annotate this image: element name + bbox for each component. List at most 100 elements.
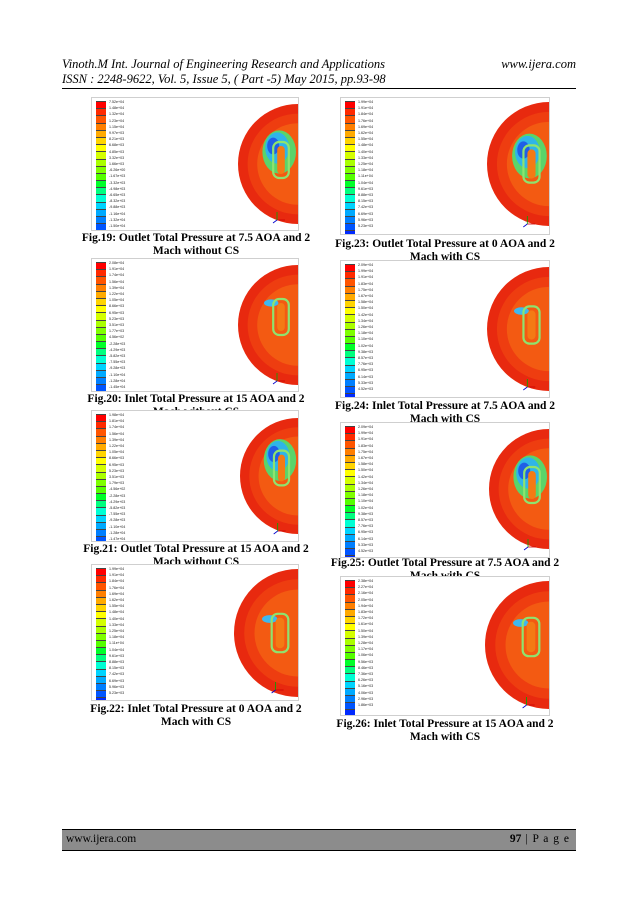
contour-plot: 7.52e+04 1.48e+04 1.32e+04 1.23e+04 1.15e+04… — [91, 97, 299, 231]
legend-tick-label: 1.83e+04 — [358, 443, 374, 448]
legend-tick-label: 9.56e+03 — [358, 659, 374, 664]
legend-tick-label: 1.25e+04 — [109, 629, 125, 634]
legend-tick-label: 8.57e+03 — [358, 356, 374, 361]
legend-swatch — [345, 187, 355, 195]
legend-tick-label: 1.05e+04 — [109, 450, 125, 455]
legend-tick-label: 1.84e+04 — [358, 112, 374, 117]
issn-line: ISSN : 2248-9622, Vol. 5, Issue 5, ( Par… — [62, 72, 386, 86]
legend-tick-label: 1.62e+04 — [358, 131, 374, 136]
legend-swatch — [96, 290, 106, 298]
legend-swatch — [345, 695, 355, 703]
contour-plot: 1.99e+04 1.91e+04 1.84e+04 1.76e+04 1.69e+04… — [91, 564, 299, 701]
legend-tick-label: -9.28e+03 — [109, 366, 126, 371]
flow-field — [234, 569, 298, 697]
legend-tick-label: 2.38e+04 — [358, 579, 374, 583]
legend-swatch — [345, 165, 355, 173]
legend-tick-label: 1.91e+04 — [109, 573, 125, 578]
body-core — [275, 617, 285, 649]
flow-field — [485, 581, 549, 709]
legend-tick-label: 1.99e+04 — [358, 431, 374, 436]
legend-swatch — [345, 122, 355, 130]
legend-swatch — [345, 299, 355, 308]
legend-ticks: 7.52e+04 1.48e+04 1.32e+04 1.23e+04 1.15e+04… — [109, 99, 125, 229]
legend-tick-label: -1.32e+04 — [109, 217, 126, 222]
legend-tick-label: 1.50e+04 — [358, 306, 374, 311]
legend-tick-label: 2.16e+04 — [358, 591, 374, 596]
legend-tick-label: 1.67e+04 — [358, 456, 374, 461]
legend-swatch — [96, 589, 106, 597]
legend-swatch — [96, 355, 106, 363]
legend-tick-label: 1.39e+04 — [109, 285, 125, 290]
legend-tick-label: 2.09e+04 — [358, 425, 374, 429]
legend-swatch — [96, 297, 106, 306]
footer-website[interactable]: www.ijera.com — [66, 833, 137, 845]
legend-tick-label: 1.34e+04 — [358, 318, 374, 323]
legend-swatch — [96, 216, 106, 224]
figure-19-caption: Fig.19: Outlet Total Pressure at 7.5 AOA… — [72, 232, 320, 258]
legend-tick-label: 1.75e+04 — [358, 287, 374, 292]
legend-tick-label: 8.88e+03 — [358, 193, 374, 198]
body-core — [277, 146, 285, 174]
legend-swatch — [345, 271, 355, 279]
legend-tick-label: 7.42e+03 — [358, 205, 374, 210]
color-legend — [96, 568, 106, 700]
header-website[interactable]: www.ijera.com — [501, 57, 576, 71]
legend-tick-label: 6.95e+03 — [109, 310, 125, 315]
page-label: | P a g e — [525, 833, 570, 845]
color-legend — [345, 101, 355, 234]
legend-tick-label: 1.83e+04 — [358, 281, 374, 286]
legend-swatch — [96, 654, 106, 662]
legend-tick-label: 1.66e+03 — [109, 162, 125, 167]
legend-tick-label: 1.42e+04 — [358, 312, 374, 317]
legend-swatch — [345, 136, 355, 145]
legend-tick-label: 1.99e+04 — [109, 567, 125, 571]
legend-swatch — [345, 555, 355, 557]
legend-tick-label: 1.76e+04 — [358, 118, 374, 123]
legend-swatch — [96, 158, 106, 166]
body-outline — [272, 449, 291, 487]
legend-tick-label: -1.50e+04 — [109, 224, 126, 229]
legend-tick-label: 1.11e+04 — [358, 174, 373, 179]
legend-swatch — [345, 580, 355, 588]
legend-tick-label: 5.23e+03 — [358, 224, 374, 229]
legend-swatch — [345, 687, 355, 695]
legend-tick-label: 8.66e+03 — [109, 304, 125, 309]
legend-swatch — [345, 497, 355, 506]
body-outline — [272, 140, 290, 180]
legend-swatch — [96, 151, 106, 159]
legend-swatch — [345, 350, 355, 358]
legend-tick-label: 6.95e+03 — [109, 462, 125, 467]
legend-tick-label: 1.79e+03 — [109, 481, 125, 486]
legend-tick-label: 5.23e+03 — [109, 316, 125, 321]
page-number: 97 — [509, 833, 522, 845]
legend-tick-label: 6.14e+03 — [358, 536, 374, 541]
legend-swatch — [96, 312, 106, 320]
legend-tick-label: 1.10e+04 — [358, 337, 374, 342]
legend-tick-label: 1.23e+04 — [109, 118, 125, 123]
legend-swatch — [345, 364, 355, 372]
legend-tick-label: 1.39e+04 — [358, 634, 374, 639]
legend-swatch — [345, 307, 355, 315]
legend-tick-label: 4.52e+03 — [358, 387, 374, 392]
legend-tick-label: 5.33e+03 — [358, 380, 374, 385]
legend-swatch — [96, 341, 106, 349]
legend-swatch — [345, 637, 355, 645]
legend-swatch — [96, 377, 106, 385]
legend-tick-label: 1.50e+04 — [358, 468, 374, 473]
legend-swatch — [96, 618, 106, 626]
legend-tick-label: 1.25e+04 — [358, 162, 374, 167]
legend-swatch — [345, 230, 355, 234]
contour-plot: 1.99e+04 1.91e+04 1.84e+04 1.76e+04 1.69e+04… — [340, 97, 550, 235]
body-outline — [270, 612, 290, 654]
legend-swatch — [345, 393, 355, 397]
legend-swatch — [345, 223, 355, 231]
caption-line: Fig.23: Outlet Total Pressure at 0 AOA a… — [335, 238, 555, 250]
axis-z — [523, 546, 529, 551]
legend-swatch — [96, 449, 106, 458]
body-core — [527, 310, 536, 340]
legend-tick-label: 1.81e+04 — [109, 419, 125, 424]
pressure-region-low — [513, 619, 529, 627]
legend-swatch — [345, 608, 355, 616]
legend-tick-label: 6.26e+03 — [358, 678, 374, 683]
legend-swatch — [96, 180, 106, 188]
